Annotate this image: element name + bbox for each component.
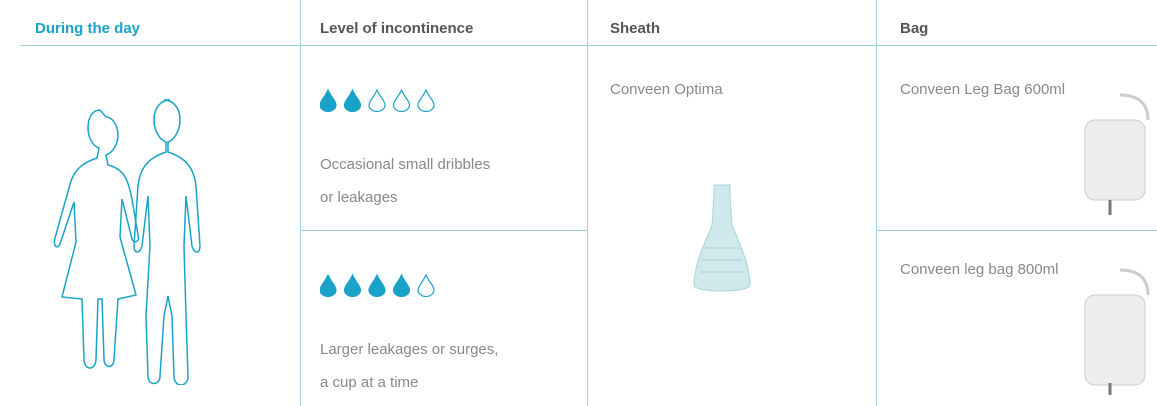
drop-empty — [392, 88, 411, 112]
column-divider — [300, 0, 301, 406]
drop-empty — [368, 88, 386, 112]
drop-filled — [320, 88, 337, 112]
drop-empty — [417, 273, 435, 297]
sheath-image — [693, 184, 751, 292]
row-divider — [876, 230, 1157, 231]
row-divider — [300, 230, 587, 231]
drop-filled — [392, 273, 411, 297]
drop-rating — [320, 88, 435, 112]
bag-name: Conveen Leg Bag 600ml — [900, 81, 1066, 98]
bag-image — [1084, 93, 1150, 215]
table-title: During the day — [35, 20, 141, 37]
column-divider — [876, 0, 877, 406]
drop-rating — [320, 273, 435, 297]
bag-image — [1084, 268, 1150, 395]
drop-empty — [417, 88, 435, 112]
level-description: Occasional small dribbles or leakages — [320, 156, 491, 206]
drop-filled — [343, 273, 362, 297]
level-description: Larger leakages or surges, a cup at a ti… — [320, 341, 499, 391]
bag-name: Conveen leg bag 800ml — [900, 261, 1059, 278]
column-header: Bag — [900, 20, 929, 37]
column-header: Sheath — [610, 20, 661, 37]
column-header: Level of incontinence — [320, 20, 474, 37]
sheath-name: Conveen Optima — [610, 81, 723, 98]
header-divider — [20, 45, 1157, 46]
drop-filled — [343, 88, 362, 112]
people-illustration — [53, 99, 201, 385]
column-divider — [587, 0, 588, 406]
drop-filled — [368, 273, 386, 297]
drop-filled — [320, 273, 337, 297]
